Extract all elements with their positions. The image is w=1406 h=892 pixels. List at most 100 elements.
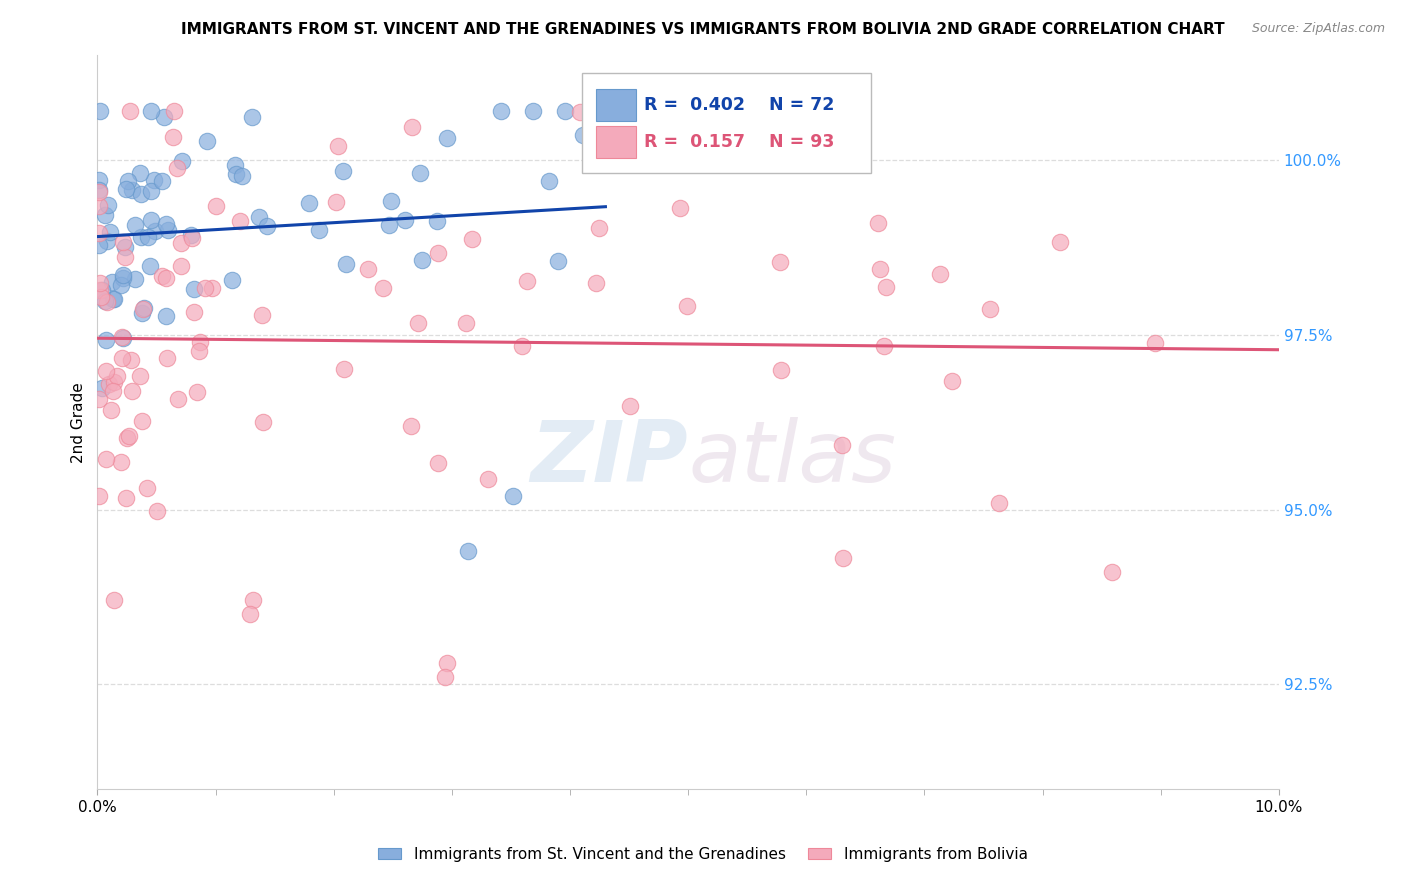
Point (436, 657, 458, 671)
Point (869, 261, 891, 276)
Point (929, 268, 952, 282)
Point (188, 334, 211, 349)
Point (411, 252, 433, 267)
Point (101, 384, 124, 399)
Point (247, 211, 270, 225)
Point (252, 415, 274, 429)
Point (875, 280, 897, 294)
Point (676, 300, 699, 314)
Point (138, 259, 160, 273)
Point (522, 104, 544, 119)
Point (94, 333, 117, 347)
Point (96, 295, 118, 310)
Point (401, 120, 423, 134)
Point (117, 174, 139, 188)
Point (111, 329, 134, 343)
Text: atlas: atlas (688, 417, 896, 500)
Point (489, 104, 512, 119)
Point (111, 351, 134, 366)
Point (110, 278, 132, 293)
Point (98, 225, 121, 239)
Point (239, 607, 262, 622)
Point (96, 234, 118, 248)
Point (143, 173, 166, 187)
Point (124, 219, 146, 233)
FancyBboxPatch shape (596, 126, 636, 158)
Point (103, 592, 125, 607)
Point (139, 184, 162, 198)
Point (221, 273, 243, 287)
Point (90, 283, 112, 297)
Point (117, 431, 139, 445)
Point (332, 361, 354, 376)
Point (200, 280, 222, 294)
Point (135, 481, 157, 495)
Point (298, 196, 321, 211)
Point (155, 309, 177, 323)
Point (150, 268, 173, 283)
Text: R =  0.157    N = 93: R = 0.157 N = 93 (644, 133, 835, 151)
Point (132, 301, 155, 316)
Point (166, 161, 188, 175)
Point (229, 214, 252, 228)
Point (129, 186, 152, 201)
Point (105, 369, 128, 384)
Point (138, 230, 160, 244)
Point (180, 227, 202, 242)
Point (399, 418, 422, 433)
Point (114, 491, 136, 506)
Point (89, 277, 111, 291)
FancyBboxPatch shape (596, 89, 636, 121)
Point (155, 217, 177, 231)
Point (195, 134, 218, 148)
Point (325, 195, 347, 210)
Point (156, 222, 179, 236)
Point (371, 281, 394, 295)
Point (427, 245, 450, 260)
Point (433, 670, 456, 684)
Point (145, 504, 167, 518)
Point (619, 399, 641, 413)
Point (128, 166, 150, 180)
Point (332, 164, 354, 178)
Point (94, 364, 117, 378)
Point (90, 289, 112, 303)
Point (101, 292, 124, 306)
Point (256, 219, 278, 233)
Point (94, 208, 117, 222)
Point (129, 229, 152, 244)
Text: Source: ZipAtlas.com: Source: ZipAtlas.com (1251, 22, 1385, 36)
Point (409, 166, 432, 180)
Point (516, 274, 538, 288)
Point (124, 272, 146, 286)
Point (510, 338, 533, 352)
Text: R =  0.402    N = 72: R = 0.402 N = 72 (644, 96, 835, 114)
Point (111, 235, 134, 249)
Point (1144, 335, 1167, 350)
Point (172, 154, 194, 169)
Point (872, 339, 894, 353)
Point (87, 183, 110, 197)
Point (588, 220, 610, 235)
Point (170, 236, 193, 251)
Point (153, 110, 176, 124)
Point (769, 254, 792, 268)
Text: ZIP: ZIP (530, 417, 688, 500)
Point (554, 104, 576, 119)
Point (141, 213, 163, 227)
Point (1049, 235, 1071, 250)
Point (224, 158, 246, 172)
Point (188, 343, 211, 358)
Point (454, 316, 477, 330)
Legend: Immigrants from St. Vincent and the Grenadines, Immigrants from Bolivia: Immigrants from St. Vincent and the Gren… (373, 841, 1033, 868)
Point (335, 257, 357, 271)
Point (87, 238, 110, 252)
Point (436, 130, 458, 145)
Point (170, 260, 193, 274)
Point (150, 174, 173, 188)
Point (94, 452, 117, 467)
Point (668, 201, 690, 215)
Point (205, 199, 228, 213)
Point (394, 212, 416, 227)
Point (941, 374, 963, 388)
